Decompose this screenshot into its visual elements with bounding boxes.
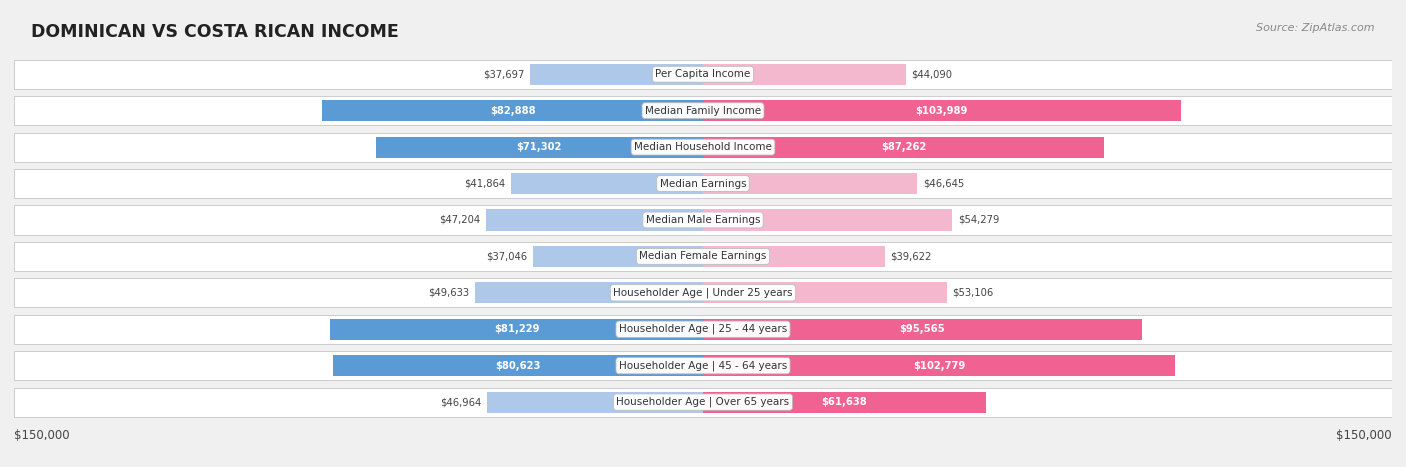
- Bar: [14, 96, 1392, 125]
- Text: $82,888: $82,888: [489, 106, 536, 116]
- Text: $39,622: $39,622: [890, 251, 932, 262]
- Text: Householder Age | 45 - 64 years: Householder Age | 45 - 64 years: [619, 361, 787, 371]
- Text: $46,645: $46,645: [922, 178, 965, 189]
- Bar: [14, 315, 1392, 344]
- Bar: [703, 64, 905, 85]
- Text: $87,262: $87,262: [880, 142, 927, 152]
- Bar: [14, 388, 1392, 417]
- Text: Median Household Income: Median Household Income: [634, 142, 772, 152]
- Bar: [14, 278, 1392, 307]
- Text: Source: ZipAtlas.com: Source: ZipAtlas.com: [1257, 23, 1375, 33]
- Bar: [14, 169, 1392, 198]
- Text: $71,302: $71,302: [516, 142, 562, 152]
- Text: $80,623: $80,623: [495, 361, 540, 371]
- Bar: [703, 282, 946, 304]
- Bar: [488, 391, 703, 413]
- Bar: [703, 318, 1142, 340]
- Bar: [486, 209, 703, 231]
- Bar: [14, 133, 1392, 162]
- Bar: [330, 318, 703, 340]
- Bar: [14, 351, 1392, 380]
- Text: DOMINICAN VS COSTA RICAN INCOME: DOMINICAN VS COSTA RICAN INCOME: [31, 23, 399, 42]
- Text: $46,964: $46,964: [440, 397, 482, 407]
- Bar: [510, 173, 703, 194]
- Bar: [703, 391, 986, 413]
- Text: $41,864: $41,864: [464, 178, 505, 189]
- Text: $150,000: $150,000: [1336, 430, 1392, 442]
- Bar: [322, 100, 703, 121]
- Bar: [333, 355, 703, 376]
- Bar: [375, 136, 703, 158]
- Bar: [475, 282, 703, 304]
- Text: $150,000: $150,000: [14, 430, 70, 442]
- Bar: [14, 205, 1392, 234]
- Text: $95,565: $95,565: [900, 324, 945, 334]
- Text: Per Capita Income: Per Capita Income: [655, 69, 751, 79]
- Text: $54,279: $54,279: [957, 215, 1000, 225]
- Text: Householder Age | Over 65 years: Householder Age | Over 65 years: [616, 397, 790, 407]
- Text: $53,106: $53,106: [952, 288, 994, 298]
- Text: $44,090: $44,090: [911, 69, 952, 79]
- Text: $37,697: $37,697: [484, 69, 524, 79]
- Bar: [14, 60, 1392, 89]
- Text: $103,989: $103,989: [915, 106, 967, 116]
- Text: Householder Age | Under 25 years: Householder Age | Under 25 years: [613, 288, 793, 298]
- Bar: [14, 242, 1392, 271]
- Text: Householder Age | 25 - 44 years: Householder Age | 25 - 44 years: [619, 324, 787, 334]
- Bar: [703, 136, 1104, 158]
- Text: $61,638: $61,638: [821, 397, 868, 407]
- Text: $47,204: $47,204: [440, 215, 481, 225]
- Bar: [703, 209, 952, 231]
- Bar: [703, 100, 1181, 121]
- Bar: [533, 246, 703, 267]
- Bar: [530, 64, 703, 85]
- Text: Median Female Earnings: Median Female Earnings: [640, 251, 766, 262]
- Text: $49,633: $49,633: [429, 288, 470, 298]
- Text: Median Earnings: Median Earnings: [659, 178, 747, 189]
- Text: $37,046: $37,046: [486, 251, 527, 262]
- Text: $102,779: $102,779: [912, 361, 965, 371]
- Bar: [703, 173, 917, 194]
- Bar: [703, 246, 884, 267]
- Text: $81,229: $81,229: [494, 324, 540, 334]
- Text: Median Male Earnings: Median Male Earnings: [645, 215, 761, 225]
- Bar: [703, 355, 1175, 376]
- Text: Median Family Income: Median Family Income: [645, 106, 761, 116]
